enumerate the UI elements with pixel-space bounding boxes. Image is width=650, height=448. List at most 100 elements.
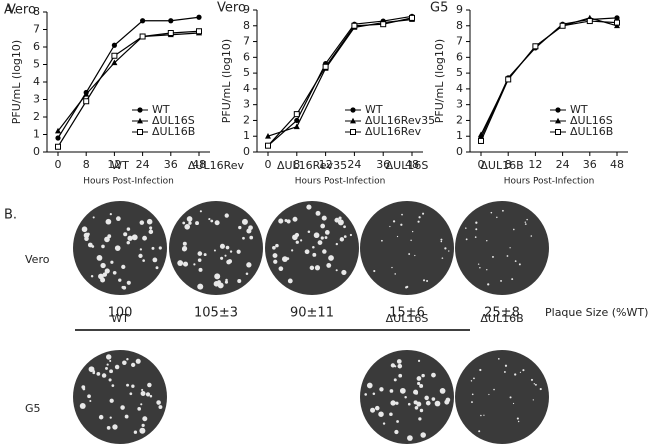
y-tick-label: 4 (243, 82, 250, 95)
plaque (109, 416, 112, 419)
plaque (343, 225, 346, 229)
marker (614, 15, 620, 21)
plaque-size: 25±8 (484, 306, 520, 321)
plaque (321, 215, 327, 221)
plaque-size: 105±3 (194, 306, 238, 321)
plaque (470, 380, 473, 382)
plaque (133, 430, 138, 434)
plaque (479, 267, 481, 269)
marker (111, 59, 118, 66)
plaque (412, 230, 414, 233)
plaque (313, 232, 320, 239)
plaque (379, 387, 384, 392)
plaque (284, 219, 288, 222)
plaque (390, 363, 396, 368)
plaque (439, 388, 446, 394)
plaque (504, 364, 508, 367)
x-tick-label: 36 (583, 158, 597, 171)
series-line (267, 17, 413, 147)
plaque (88, 366, 95, 373)
strain-label: ΔUL16B (480, 312, 523, 325)
plaque (114, 364, 120, 370)
plaque (514, 260, 517, 262)
marker (614, 19, 620, 26)
plaque (426, 279, 429, 282)
plaque (306, 204, 312, 210)
plaque (149, 394, 153, 398)
marker (140, 18, 146, 24)
plaque (294, 232, 300, 238)
marker (380, 21, 387, 28)
x-tick-label: 36 (376, 158, 390, 171)
y-axis-label: PFU/mL (log10) (433, 39, 446, 123)
plaque (220, 256, 224, 260)
plaque (349, 233, 353, 237)
y-tick-label: 1 (243, 129, 250, 142)
plaque (396, 235, 399, 238)
plaque (300, 239, 303, 242)
plaque (381, 239, 383, 242)
x-tick-label: 0 (265, 158, 272, 171)
strain-label: ΔUL16Rev35 (277, 159, 347, 172)
plaque (241, 218, 248, 225)
y-tick-label: 7 (33, 23, 40, 36)
plaque (137, 407, 141, 411)
plaque (208, 218, 211, 221)
row-label: G5 (25, 402, 41, 415)
plaque (96, 255, 103, 261)
plaque (465, 227, 467, 229)
strain-label: ΔUL16S (386, 159, 429, 172)
plaque (286, 257, 290, 261)
plaque (210, 219, 214, 223)
marker (586, 18, 593, 25)
marker (559, 22, 566, 29)
plaque (418, 417, 422, 421)
plaque (509, 247, 511, 249)
plaque (81, 385, 86, 390)
plaque (514, 373, 517, 376)
plaque (106, 363, 109, 366)
plaque (118, 278, 122, 282)
plaque (419, 408, 424, 413)
plaque (445, 397, 451, 403)
plaque (112, 424, 118, 430)
plaque (486, 269, 488, 271)
plaque (312, 252, 317, 257)
plaque (389, 412, 393, 417)
plaque (503, 371, 506, 373)
y-tick-label: 4 (456, 82, 463, 95)
plaque (278, 266, 284, 271)
plaque (478, 430, 481, 433)
plaque (320, 236, 324, 240)
plaque (184, 224, 191, 230)
plaque (534, 383, 537, 386)
chart-title: G5 (430, 1, 448, 16)
plaque (249, 235, 254, 240)
series-line (480, 20, 618, 142)
plaque (477, 263, 480, 265)
plaque (146, 218, 153, 225)
plaque (364, 393, 368, 396)
legend-label: ΔUL16S (152, 114, 195, 127)
plaque (151, 246, 155, 250)
plaque (105, 366, 108, 370)
plaque (101, 373, 107, 378)
plaque (141, 423, 145, 427)
marker (168, 18, 174, 24)
marker (139, 33, 146, 40)
plaque (129, 392, 133, 396)
plaque (148, 229, 154, 235)
plaque (422, 279, 426, 282)
plaque (334, 217, 340, 223)
y-tick-label: 4 (33, 75, 40, 88)
plaque (518, 263, 521, 266)
plaque (108, 378, 112, 382)
plaque (337, 219, 344, 226)
x-axis-label: Hours Post-Infection (504, 177, 595, 187)
plaque (104, 236, 110, 243)
plaque (158, 405, 163, 409)
x-tick-label: 0 (478, 158, 485, 171)
plaque (407, 402, 411, 406)
legend-label: WT (152, 103, 170, 116)
plaque (448, 250, 450, 252)
